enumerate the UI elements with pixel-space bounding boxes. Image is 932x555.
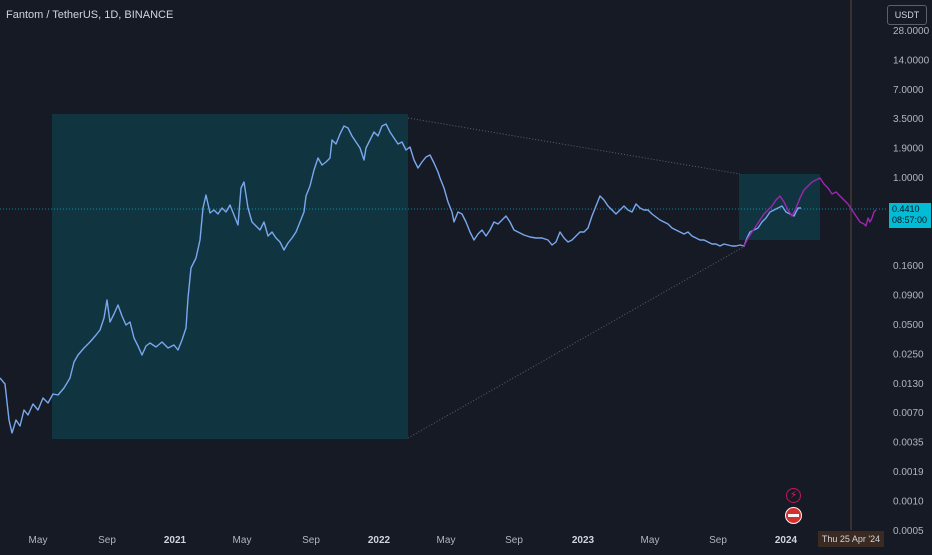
time-tick-label: 2024 — [775, 535, 798, 546]
price-tick-label: 14.0000 — [893, 55, 930, 66]
projection-line-lower — [407, 245, 746, 439]
time-tick-label: 2021 — [164, 535, 187, 546]
price-tick-label: 0.0010 — [893, 496, 924, 507]
price-tick-label: 28.0000 — [893, 26, 930, 37]
time-tick-label: May — [29, 535, 48, 546]
time-tick-label: May — [437, 535, 456, 546]
time-axis[interactable]: May Sep 2021 May Sep 2022 May Sep 2023 May Sep 2024 — [29, 535, 798, 546]
crosshair-date-label: Thu 25 Apr '24 — [818, 531, 884, 547]
current-price-value: 0.4410 — [892, 204, 920, 214]
price-tick-label: 0.0019 — [893, 467, 924, 478]
bar-countdown: 08:57:00 — [892, 215, 928, 225]
price-tick-label: 0.0005 — [893, 526, 924, 537]
us-flag-icon[interactable] — [785, 507, 802, 524]
price-tick-label: 0.0035 — [893, 438, 924, 449]
time-tick-label: Sep — [302, 535, 320, 546]
time-tick-label: Sep — [98, 535, 116, 546]
time-tick-label: May — [641, 535, 660, 546]
price-tick-label: 0.0250 — [893, 349, 924, 360]
lightning-icon[interactable]: ⚡ — [786, 488, 801, 503]
price-tick-label: 0.1600 — [893, 261, 924, 272]
price-axis[interactable]: 28.0000 14.0000 7.0000 3.5000 1.9000 1.0000 0.… — [893, 26, 930, 537]
price-tick-label: 3.5000 — [893, 114, 924, 125]
projection-series-line[interactable] — [743, 177, 877, 247]
price-tick-label: 1.0000 — [893, 173, 924, 184]
currency-button[interactable]: USDT — [887, 5, 927, 25]
time-tick-label: 2023 — [572, 535, 595, 546]
price-tick-label: 7.0000 — [893, 85, 924, 96]
time-tick-label: May — [233, 535, 252, 546]
price-tick-label: 0.0130 — [893, 379, 924, 390]
price-series-line[interactable] — [0, 123, 801, 434]
range-box-2021[interactable] — [52, 114, 408, 439]
price-tick-label: 0.0500 — [893, 320, 924, 331]
time-tick-label: 2022 — [368, 535, 391, 546]
time-tick-label: Sep — [709, 535, 727, 546]
projection-line-upper — [407, 117, 741, 175]
price-tick-label: 0.0070 — [893, 408, 924, 419]
current-price-tag: 0.4410 08:57:00 — [889, 203, 931, 228]
price-tick-label: 1.9000 — [893, 144, 924, 155]
symbol-title[interactable]: Fantom / TetherUS, 1D, BINANCE — [6, 9, 174, 21]
price-tick-label: 0.0900 — [893, 291, 924, 302]
time-tick-label: Sep — [505, 535, 523, 546]
